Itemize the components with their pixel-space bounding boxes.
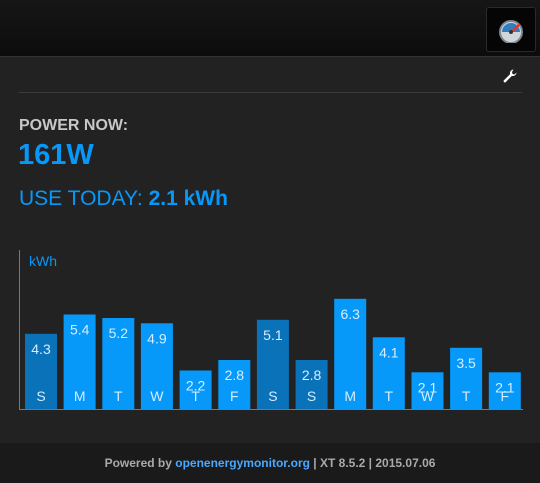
bar-3[interactable]: [140, 323, 173, 410]
bar-day-label: W: [150, 388, 164, 404]
bar-value-label: 2.1: [495, 379, 515, 395]
settings-row: [18, 60, 522, 93]
bar-6[interactable]: [256, 319, 289, 410]
bar-day-label: M: [344, 388, 356, 404]
bar-12[interactable]: [488, 372, 521, 410]
bar-value-label: 2.8: [302, 367, 322, 383]
bar-value-label: 5.4: [70, 322, 90, 338]
y-axis-label: kWh: [29, 253, 57, 269]
power-now-label: POWER NOW:: [19, 117, 129, 134]
bar-0[interactable]: [25, 333, 57, 410]
footer: Powered by openenergymonitor.org | XT 8.…: [0, 443, 540, 483]
wrench-icon[interactable]: [502, 68, 518, 84]
bar-1[interactable]: [63, 314, 96, 410]
bar-day-label: F: [501, 388, 510, 404]
bar-9[interactable]: [372, 337, 405, 410]
bar-value-label: 4.9: [147, 330, 167, 346]
bar-day-label: T: [462, 388, 471, 404]
bar-day-label: S: [307, 388, 316, 404]
power-now-value: 161W: [18, 139, 94, 171]
top-bar: [0, 0, 540, 57]
bar-day-label: S: [268, 388, 277, 404]
bar-value-label: 5.1: [263, 327, 283, 343]
footer-link[interactable]: openenergymonitor.org: [175, 456, 310, 470]
bar-day-label: T: [191, 388, 200, 404]
gauge-icon: [499, 19, 523, 43]
bar-7[interactable]: [295, 360, 328, 409]
use-today-value: 2.1 kWh: [148, 187, 228, 210]
bar-2[interactable]: [102, 318, 135, 409]
bar-10[interactable]: [411, 372, 444, 410]
footer-prefix: Powered by: [104, 456, 176, 470]
bar-day-label: W: [421, 388, 435, 404]
app-menu-button[interactable]: [486, 7, 536, 52]
daily-usage-chart: kWh 4.3S5.4M5.2T4.9W2.2T2.8F5.1S2.8S6.3M…: [19, 250, 523, 410]
bar-value-label: 6.3: [340, 306, 360, 322]
use-today: USE TODAY: 2.1 kWh: [19, 187, 228, 211]
bar-4[interactable]: [179, 370, 212, 410]
bar-group: 4.3S5.4M5.2T4.9W2.2T2.8F5.1S2.8S6.3M4.1T…: [25, 298, 521, 410]
bar-day-label: T: [114, 388, 123, 404]
bar-day-label: M: [74, 388, 86, 404]
bar-day-label: T: [385, 388, 394, 404]
bar-8[interactable]: [334, 298, 367, 410]
bar-value-label: 4.3: [31, 341, 51, 357]
bar-5[interactable]: [218, 360, 251, 409]
bar-value-label: 5.2: [109, 325, 129, 341]
bar-value-label: 4.1: [379, 344, 399, 360]
use-today-label: USE TODAY:: [19, 187, 143, 210]
bar-day-label: F: [230, 388, 239, 404]
bar-value-label: 2.2: [186, 378, 206, 394]
bar-11[interactable]: [450, 347, 483, 410]
footer-suffix: | XT 8.5.2 | 2015.07.06: [309, 456, 436, 470]
bar-day-label: S: [36, 388, 45, 404]
bar-value-label: 2.1: [418, 379, 438, 395]
bar-value-label: 3.5: [456, 355, 476, 371]
bar-value-label: 2.8: [225, 367, 245, 383]
